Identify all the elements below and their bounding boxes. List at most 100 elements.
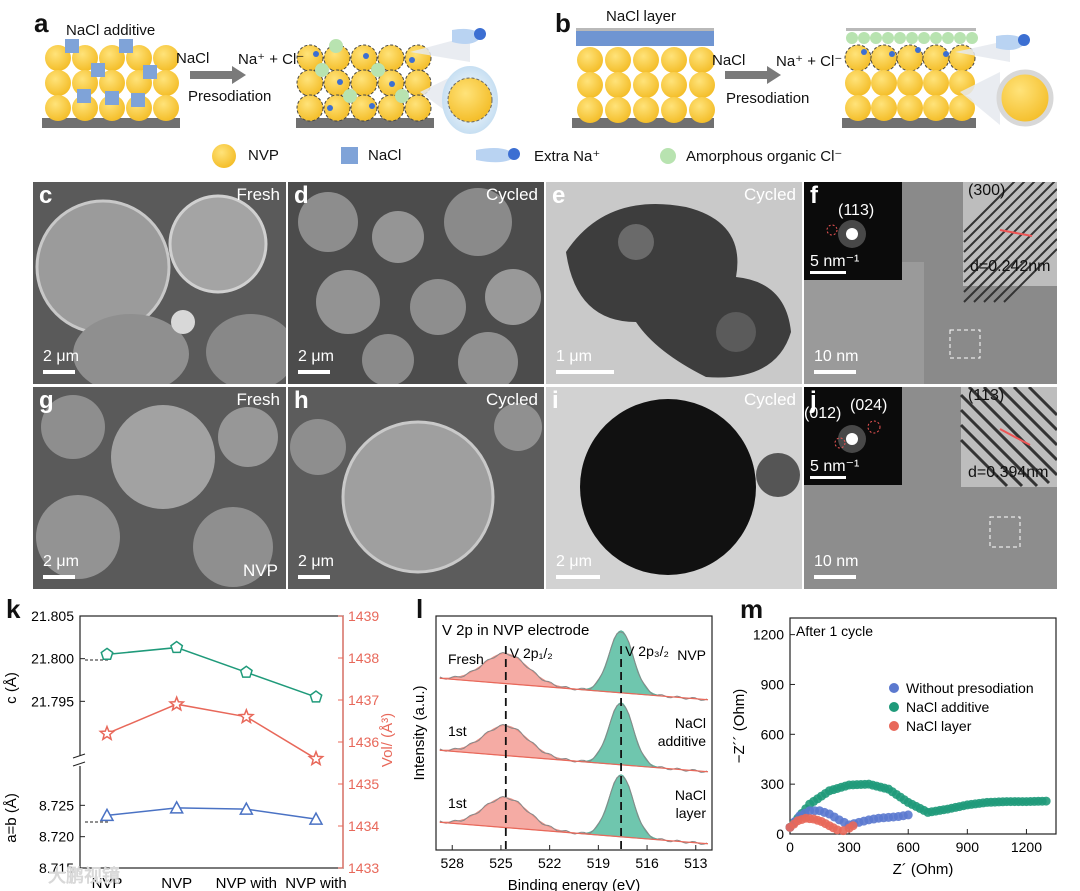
- ylabel-right-k: Vol/ (Å³): [379, 713, 396, 767]
- lattice-parameter-chart: 21.805 21.800 21.795 8.725 8.720 8.715 1439 143…: [3, 608, 396, 891]
- chart-title-l: V 2p in NVP electrode: [442, 622, 589, 639]
- scale-text-j: 10 nm: [814, 553, 859, 570]
- nvp-sphere: [661, 47, 687, 73]
- legend-extra-na-label: Extra Na⁺: [534, 148, 601, 165]
- extra-na-dot: [337, 79, 343, 85]
- nvp-sphere: [605, 47, 631, 73]
- nvp-sphere: [45, 95, 71, 121]
- reaction-a-process: Presodiation: [188, 88, 272, 105]
- ylabel-l: Intensity (a.u.): [411, 685, 428, 780]
- panel-label-c: c: [39, 182, 53, 209]
- scale-text-c: 2 μm: [43, 348, 79, 365]
- spectrum-baseline: [439, 677, 709, 701]
- sem-image-h: h Cycled 2 μm: [288, 387, 544, 589]
- reaction-a-right: Na⁺ + Cl⁻: [238, 51, 305, 68]
- data-point: [100, 647, 114, 661]
- data-point: [239, 665, 253, 678]
- sem-image-d: d Cycled 2 μm: [288, 182, 544, 384]
- nvp-sphere: [153, 70, 179, 96]
- organic-cl-particle: [930, 32, 942, 44]
- xtick-label-l: 516: [635, 855, 659, 871]
- xtick-label-m: 0: [786, 839, 794, 855]
- organic-cl-particle: [882, 32, 894, 44]
- nvp-sphere: [661, 72, 687, 98]
- data-point: [99, 807, 115, 822]
- eis-series-nacl-additive: [785, 779, 1051, 832]
- spectrum-right-label: NaCl: [675, 715, 706, 731]
- panel-label-b: b: [555, 8, 571, 38]
- eis-nyquist-chart: 0 300 600 900 1200 0 300 600 900 1200 Z´ (Ohm) −Z´´…: [731, 617, 1057, 878]
- ytick-label-m: 0: [776, 826, 784, 842]
- nvp-sphere: [577, 72, 603, 98]
- xtick-label-m: 300: [837, 839, 861, 855]
- extra-na-dot: [943, 51, 949, 57]
- nvp-sphere: [99, 70, 125, 96]
- tem-image-e: e Cycled 1 μm: [546, 182, 802, 384]
- ylabel-m: −Z´´ (Ohm): [731, 689, 748, 764]
- legend-nacl-icon: [341, 147, 358, 164]
- organic-cl-particle: [954, 32, 966, 44]
- substrate-a-after: [296, 118, 434, 128]
- axis-break-mark: [72, 761, 86, 767]
- nvp-sphere: [45, 70, 71, 96]
- state-label-c: Fresh: [236, 185, 280, 204]
- xtick-label-m: 1200: [1011, 839, 1042, 855]
- category-label: NVP with: [216, 875, 277, 891]
- xlabel-m: Z´ (Ohm): [893, 861, 954, 878]
- data-point: [170, 640, 184, 654]
- scale-bar-e: [556, 370, 614, 374]
- d-spacing-j: d=0.394nm: [968, 464, 1049, 481]
- ytick-label-bottom: 8.720: [39, 829, 74, 845]
- nvp-stack-b-after: [844, 32, 978, 121]
- hrtem-image-j: j (012) (024) 5 nm⁻¹ (113) d=0.394nm 10 …: [804, 387, 1057, 589]
- scale-text-d: 2 μm: [298, 348, 334, 365]
- data-point: [237, 707, 255, 725]
- series-line: [106, 703, 317, 760]
- organic-cl-particle: [371, 63, 385, 77]
- panel-label-j: j: [810, 387, 817, 414]
- panel-label-m: m: [740, 594, 764, 624]
- scale-text-i: 2 μm: [556, 553, 592, 570]
- organic-cl-particle: [906, 32, 918, 44]
- xtick-label-l: 513: [684, 855, 708, 871]
- extra-na-dot: [327, 105, 333, 111]
- panel-label-f: f: [810, 182, 818, 209]
- data-point: [309, 690, 323, 703]
- ytick-label-right: 1436: [348, 734, 379, 750]
- ytick-label-top: 21.795: [31, 693, 74, 709]
- panel-label-h: h: [294, 387, 309, 414]
- spectrum-baseline: [439, 749, 709, 773]
- raw-spectrum: [439, 775, 708, 845]
- data-point: [307, 749, 325, 767]
- nacl-particle: [77, 89, 91, 103]
- nvp-sphere: [577, 47, 603, 73]
- nvp-sphere: [633, 72, 659, 98]
- ytick-label-right: 1434: [348, 818, 379, 834]
- lattice-plane-j: (113): [968, 387, 1005, 404]
- organic-cl-particle: [858, 32, 870, 44]
- d-spacing-f: d=0.242nm: [970, 258, 1051, 275]
- nvp-sphere: [350, 94, 378, 122]
- organic-cl-particle: [315, 63, 329, 77]
- spectrum-right-label: additive: [658, 733, 706, 749]
- hrtem-image-f: f (113) 5 nm⁻¹ (300) d=0.242nm 10 nm: [804, 182, 1057, 384]
- ytick-label-top: 21.800: [31, 651, 74, 667]
- reaction-a-left: NaCl: [176, 50, 210, 67]
- spectrum-left-label: 1st: [448, 795, 467, 811]
- substrate-b-after: [842, 118, 976, 128]
- nacl-particle: [65, 39, 79, 53]
- panel-label-i: i: [552, 387, 559, 414]
- organic-cl-particle: [894, 32, 906, 44]
- nvp-sphere: [949, 95, 975, 121]
- xtick-label-l: 525: [489, 855, 513, 871]
- extra-na-dot: [369, 103, 375, 109]
- spectrum-right-label: layer: [676, 805, 707, 821]
- ytick-label-m: 600: [761, 726, 785, 742]
- nvp-stack-a-after: [296, 39, 432, 122]
- extra-na-dot: [313, 51, 319, 57]
- nvp-sphere: [689, 47, 715, 73]
- series-line: [106, 807, 317, 820]
- xps-spectrum-1: [439, 702, 709, 773]
- nvp-sphere: [922, 44, 950, 72]
- organic-cl-particle: [966, 32, 978, 44]
